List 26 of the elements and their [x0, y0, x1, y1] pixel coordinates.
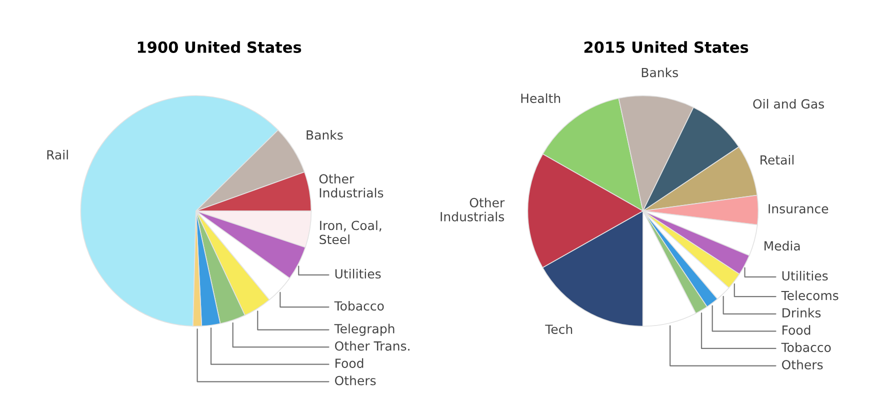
slice-label: Utilities	[782, 270, 828, 281]
slice-label: Utilities	[335, 268, 381, 279]
slice-label: Telecoms	[781, 290, 838, 300]
slice-label: Drinks	[782, 308, 821, 318]
slice-label: Media	[764, 240, 800, 251]
slice-label: Tobacco	[334, 300, 384, 311]
slice-label: Insurance	[768, 204, 828, 214]
slice-label: Others	[335, 376, 376, 386]
slice-label: Other Industrials	[440, 198, 505, 222]
slice-label: Oil and Gas	[753, 98, 824, 109]
slice-label: Others	[782, 360, 823, 370]
chart-title: 1900 United States	[138, 41, 302, 53]
chart-title: 2015 United States	[584, 41, 748, 53]
slice-label: Other Industrials	[319, 174, 384, 198]
slice-label: Tobacco	[781, 342, 831, 352]
slice-label: Banks	[642, 68, 678, 78]
slice-label: Retail	[760, 154, 794, 165]
slice-label: Banks	[306, 130, 343, 140]
slice-label: Telegraph	[334, 324, 394, 336]
slice-label: Other Trans.	[335, 341, 410, 351]
slice-label: Iron, Coal, Steel	[320, 220, 382, 244]
slice-label: Health	[521, 93, 560, 104]
slice-label: Food	[336, 358, 364, 368]
slice-label: Rail	[47, 150, 68, 160]
slice-label: Food	[782, 325, 810, 335]
slice-label: Tech	[545, 324, 572, 334]
